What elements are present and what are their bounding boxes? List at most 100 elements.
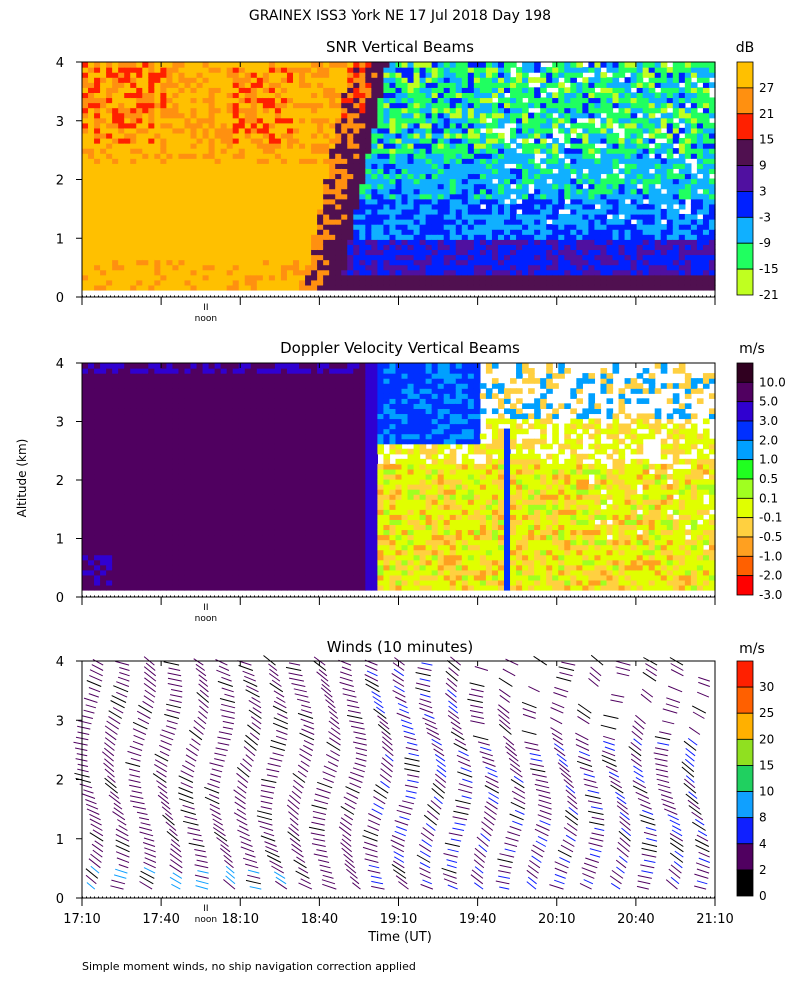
- snr-cell: [244, 122, 252, 129]
- snr-cell: [546, 107, 553, 114]
- snr-cell: [202, 107, 210, 114]
- snr-cell: [184, 112, 192, 119]
- snr-cell: [491, 163, 499, 169]
- snr-cell: [552, 198, 559, 205]
- snr-cell: [280, 77, 288, 83]
- snr-cell: [226, 279, 234, 286]
- snr-cell: [473, 269, 481, 276]
- snr-cell: [359, 284, 366, 291]
- snr-cell: [425, 193, 433, 200]
- snr-cell: [106, 259, 113, 266]
- snr-cell: [654, 239, 662, 245]
- snr-cell: [564, 67, 571, 73]
- snr-cell: [473, 183, 481, 190]
- snr-cell: [202, 203, 210, 210]
- snr-cell: [630, 92, 638, 99]
- snr-cell: [353, 208, 360, 215]
- snr-cell: [600, 158, 608, 164]
- doppler-cell: [88, 584, 95, 591]
- snr-cell: [238, 183, 246, 190]
- snr-cell: [317, 127, 324, 134]
- snr-cell: [250, 153, 258, 159]
- snr-cell: [118, 198, 125, 205]
- snr-cell: [690, 279, 698, 286]
- snr-cell: [383, 132, 391, 139]
- doppler-cell: [88, 373, 95, 379]
- doppler-cell: [82, 509, 89, 515]
- doppler-cell: [118, 529, 125, 536]
- snr-cell: [485, 122, 493, 129]
- snr-cell: [672, 244, 680, 251]
- snr-cell: [624, 269, 632, 276]
- snr-cell: [630, 203, 638, 210]
- snr-cell: [371, 92, 378, 99]
- snr-cell: [522, 259, 529, 266]
- snr-cell: [184, 274, 192, 281]
- snr-cell: [317, 193, 324, 200]
- snr-cell: [347, 208, 354, 215]
- snr-cell: [142, 279, 149, 286]
- snr-cell: [166, 188, 174, 195]
- snr-cell: [184, 244, 192, 251]
- snr-cell: [485, 213, 493, 220]
- snr-cell: [582, 234, 589, 240]
- snr-cell: [546, 234, 553, 240]
- snr-cell: [570, 193, 577, 200]
- snr-cell: [299, 153, 306, 159]
- snr-cell: [636, 107, 644, 114]
- snr-cell: [576, 132, 583, 139]
- snr-cell: [118, 127, 125, 134]
- snr-cell: [118, 203, 125, 210]
- snr-cell: [106, 97, 113, 104]
- doppler-cell: [118, 504, 125, 510]
- snr-cell: [425, 102, 433, 109]
- snr-cell: [244, 72, 252, 78]
- snr-cell: [702, 112, 710, 119]
- snr-cell: [190, 259, 198, 266]
- snr-cell: [365, 264, 372, 271]
- snr-cell: [522, 62, 529, 68]
- snr-cell: [154, 208, 161, 215]
- snr-cell: [666, 249, 674, 256]
- snr-cell: [594, 62, 602, 68]
- snr-cell: [528, 173, 535, 180]
- snr-cell: [455, 97, 463, 104]
- snr-cell: [280, 62, 288, 68]
- snr-cell: [214, 234, 222, 240]
- snr-cell: [473, 284, 481, 291]
- snr-cell: [94, 284, 101, 291]
- doppler-cell: [94, 489, 101, 495]
- snr-cell: [389, 148, 397, 154]
- snr-cell: [660, 183, 668, 190]
- snr-cell: [666, 188, 674, 195]
- snr-cell: [232, 132, 240, 139]
- snr-cell: [112, 244, 119, 251]
- snr-cell: [407, 193, 415, 200]
- snr-cell: [311, 234, 318, 240]
- snr-cell: [371, 224, 378, 230]
- snr-cell: [293, 163, 300, 169]
- snr-cell: [202, 198, 210, 205]
- snr-cell: [220, 72, 228, 78]
- snr-cell: [600, 132, 608, 139]
- snr-cell: [130, 112, 137, 119]
- snr-cell: [178, 102, 186, 109]
- snr-cell: [389, 82, 397, 88]
- snr-cell: [660, 122, 668, 129]
- snr-cell: [238, 72, 246, 78]
- snr-cell: [124, 208, 131, 215]
- snr-cell: [510, 224, 517, 230]
- snr-cell: [485, 97, 493, 104]
- snr-cell: [112, 234, 119, 240]
- snr-cell: [118, 158, 125, 164]
- snr-cell: [612, 234, 620, 240]
- snr-cell: [516, 143, 523, 149]
- snr-cell: [124, 183, 131, 190]
- snr-cell: [654, 254, 662, 261]
- snr-cell: [371, 213, 378, 220]
- snr-cell: [184, 117, 192, 124]
- snr-cell: [491, 239, 499, 245]
- snr-cell: [437, 183, 445, 190]
- snr-cell: [250, 188, 258, 195]
- snr-cell: [624, 87, 632, 93]
